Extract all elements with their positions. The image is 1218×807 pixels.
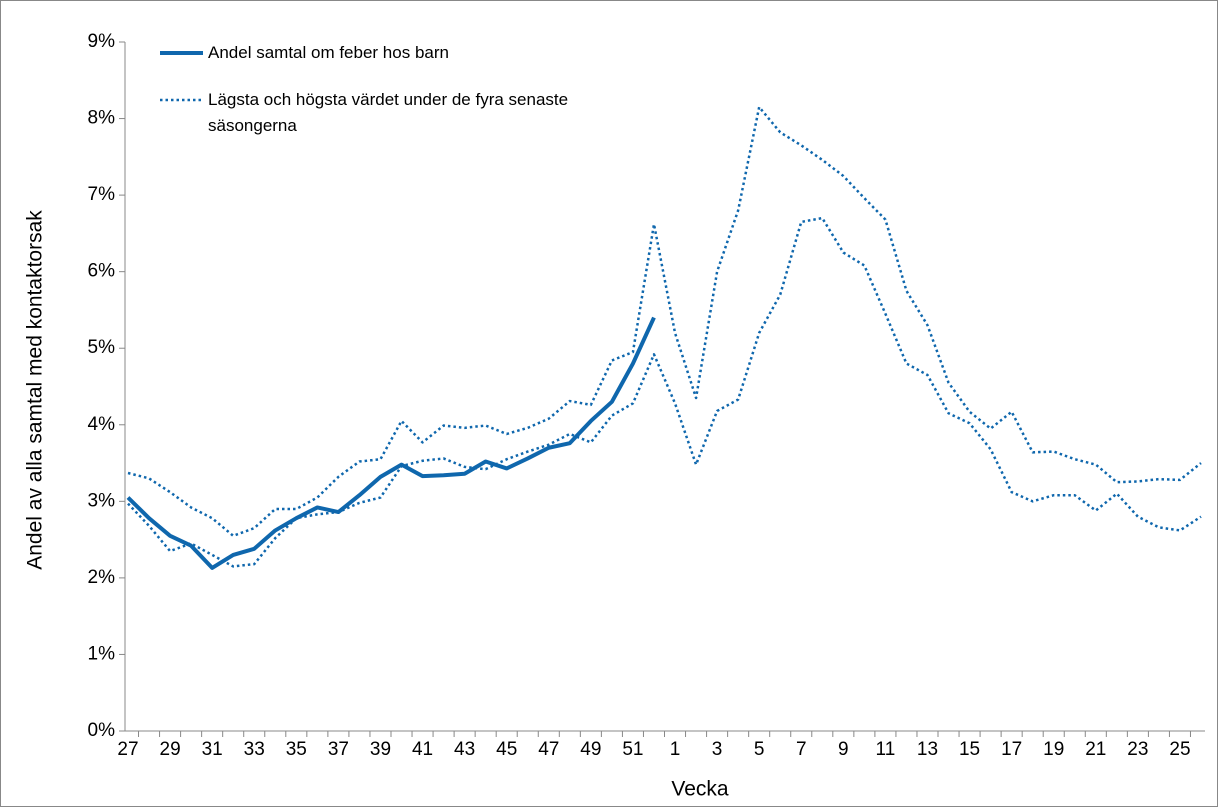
x-tick-label: 47 bbox=[538, 739, 559, 760]
y-tick-label: 9% bbox=[88, 31, 116, 52]
legend-label: Andel samtal om feber hos barn bbox=[208, 43, 449, 62]
x-tick-label: 37 bbox=[328, 739, 349, 760]
x-tick-label: 3 bbox=[712, 739, 723, 760]
y-tick-label: 8% bbox=[88, 108, 116, 129]
x-tick-label: 21 bbox=[1085, 739, 1106, 760]
x-tick-label: 23 bbox=[1127, 739, 1148, 760]
x-tick-label: 33 bbox=[244, 739, 265, 760]
y-tick-label: 7% bbox=[88, 184, 116, 205]
y-tick-label: 3% bbox=[88, 490, 116, 511]
y-tick-label: 5% bbox=[88, 337, 116, 358]
x-tick-label: 43 bbox=[454, 739, 475, 760]
y-tick-label: 1% bbox=[88, 643, 116, 664]
range-line bbox=[127, 216, 1202, 568]
x-tick-label: 27 bbox=[117, 739, 138, 760]
x-tick-label: 1 bbox=[670, 739, 681, 760]
x-tick-label: 51 bbox=[622, 739, 643, 760]
x-tick-label: 39 bbox=[370, 739, 391, 760]
x-tick-label: 25 bbox=[1169, 739, 1190, 760]
x-tick-label: 17 bbox=[1001, 739, 1022, 760]
x-tick-label: 5 bbox=[754, 739, 765, 760]
y-axis-label: Andel av alla samtal med kontaktorsak bbox=[24, 210, 47, 570]
x-tick-label: 9 bbox=[838, 739, 849, 760]
x-tick-label: 19 bbox=[1043, 739, 1064, 760]
x-tick-label: 45 bbox=[496, 739, 517, 760]
data-line bbox=[126, 316, 656, 570]
y-tick-label: 2% bbox=[88, 567, 116, 588]
x-tick-label: 15 bbox=[959, 739, 980, 760]
y-tick-label: 0% bbox=[88, 720, 116, 741]
x-tick-label: 41 bbox=[412, 739, 433, 760]
x-tick-label: 13 bbox=[917, 739, 938, 760]
y-tick-label: 6% bbox=[88, 261, 116, 282]
x-tick-label: 49 bbox=[580, 739, 601, 760]
x-tick-label: 31 bbox=[202, 739, 223, 760]
x-tick-label: 35 bbox=[286, 739, 307, 760]
y-tick-label: 4% bbox=[88, 414, 116, 435]
legend-label: Lägsta och högsta värdet under de fyra s… bbox=[208, 90, 569, 135]
x-axis-label: Vecka bbox=[671, 778, 729, 801]
x-tick-label: 11 bbox=[876, 739, 896, 760]
x-tick-label: 7 bbox=[796, 739, 807, 760]
x-tick-label: 29 bbox=[160, 739, 181, 760]
